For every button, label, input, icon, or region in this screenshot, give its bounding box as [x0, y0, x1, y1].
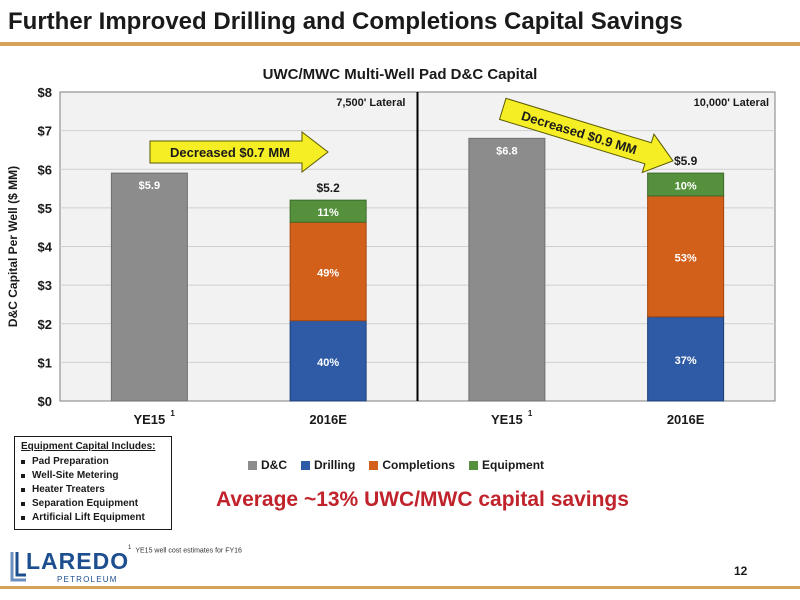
x-tick-footnote-mark: 1: [170, 409, 175, 418]
bar-segment-dc: [110, 172, 188, 402]
bar-segment-equipment: [289, 199, 367, 223]
legend-label-completions: Completions: [382, 458, 456, 472]
logo-wordmark: LAREDO: [26, 548, 130, 574]
equipment-box-heading: Equipment Capital Includes:: [21, 441, 156, 452]
chart-title: UWC/MWC Multi-Well Pad D&C Capital: [262, 66, 538, 83]
equipment-list-item: Artificial Lift Equipment: [21, 511, 165, 525]
bar-data-label: 40%: [317, 357, 339, 369]
footer-divider: [0, 586, 800, 589]
x-tick-label: 2016E: [309, 412, 347, 427]
bar-data-label: $5.9: [139, 180, 160, 192]
legend-label-equipment: Equipment: [482, 458, 545, 472]
bullet-icon: [21, 502, 25, 506]
bar-segment-drilling: [289, 320, 367, 402]
footnote-mark: 1: [128, 545, 132, 551]
legend-label-dc: D&C: [261, 458, 287, 472]
legend-item-equipment: Equipment: [469, 458, 544, 472]
equipment-item-label: Pad Preparation: [32, 456, 109, 467]
y-tick-label: $8: [38, 85, 52, 100]
bullet-icon: [21, 516, 25, 520]
footnote-text: YE15 well cost estimates for FY16: [135, 547, 242, 555]
callout-arrow-7500: Decreased $0.7 MM: [149, 130, 329, 174]
logo-subtitle: PETROLEUM: [57, 575, 118, 584]
legend-item-drilling: Drilling: [301, 458, 355, 472]
panel-label-10000: 10,000' Lateral: [694, 97, 769, 109]
y-tick-label: $5: [38, 201, 52, 216]
x-tick-label: YE15: [491, 412, 523, 427]
bar-data-label: 37%: [675, 355, 697, 367]
bar-segment-equipment: [647, 172, 725, 197]
bar-segment-completions: [289, 221, 367, 322]
bullet-icon: [21, 460, 25, 464]
company-logo: LAREDO PETROLEUM: [10, 546, 128, 590]
bar-total-label: $5.2: [316, 181, 340, 195]
equipment-list-item: Separation Equipment: [21, 497, 165, 511]
chart-legend: D&C Drilling Completions Equipment: [248, 458, 544, 472]
legend-swatch-equipment: [469, 460, 479, 470]
bar-segment-completions: [647, 195, 725, 318]
equipment-list-item: Heater Treaters: [21, 483, 165, 497]
bullet-icon: [21, 488, 25, 492]
page-number: 12: [734, 564, 748, 578]
equipment-item-label: Well-Site Metering: [32, 470, 119, 481]
legend-item-completions: Completions: [369, 458, 455, 472]
equipment-item-label: Separation Equipment: [32, 498, 139, 509]
bullet-icon: [21, 474, 25, 478]
y-tick-label: $2: [38, 317, 52, 332]
bar-data-label: $6.8: [496, 145, 517, 157]
bar-data-label: 53%: [675, 252, 697, 264]
savings-highlight: Average ~13% UWC/MWC capital savings: [216, 488, 629, 511]
x-tick-label: 2016E: [667, 412, 705, 427]
bar-data-label: 10%: [675, 181, 697, 193]
y-tick-label: $3: [38, 278, 52, 293]
bar-segment-drilling: [647, 316, 725, 402]
arrow-shape-icon: [498, 97, 674, 174]
panel-label-7500: 7,500' Lateral: [336, 97, 405, 109]
x-tick-footnote-mark: 1: [528, 409, 533, 418]
legend-swatch-dc: [248, 460, 257, 470]
y-tick-label: $4: [38, 240, 53, 255]
arrow-shape-icon: [149, 130, 329, 174]
logo-mark-icon: [10, 552, 26, 582]
equipment-item-label: Heater Treaters: [32, 484, 105, 495]
x-tick-label: YE15: [133, 412, 165, 427]
bar-data-label: 11%: [317, 207, 339, 219]
callout-text: Decreased $0.7 MM: [170, 145, 290, 160]
legend-item-dc: D&C: [248, 458, 287, 472]
equipment-item-label: Artificial Lift Equipment: [32, 512, 145, 523]
legend-swatch-drilling: [301, 460, 310, 470]
slide-title: Further Improved Drilling and Completion…: [8, 8, 683, 35]
y-tick-label: $7: [38, 124, 52, 139]
y-tick-label: $6: [38, 162, 52, 177]
title-divider: [0, 42, 800, 46]
bar-total-label: $5.9: [674, 154, 698, 168]
equipment-list-item: Pad Preparation: [21, 455, 165, 469]
legend-swatch-completions: [369, 460, 379, 470]
equipment-list-item: Well-Site Metering: [21, 469, 165, 483]
y-tick-label: $1: [38, 355, 52, 370]
equipment-capital-box: Equipment Capital Includes: Pad Preparat…: [14, 436, 172, 530]
bar-segment-dc: [468, 137, 546, 402]
y-tick-label: $0: [38, 394, 52, 409]
footnote: 1 YE15 well cost estimates for FY16: [128, 545, 242, 554]
equipment-list: Pad Preparation Well-Site Metering Heate…: [21, 455, 165, 525]
bar-data-label: 49%: [317, 267, 339, 279]
legend-label-drilling: Drilling: [314, 458, 356, 472]
y-axis-title: D&C Capital Per Well ($ MM): [6, 166, 20, 327]
